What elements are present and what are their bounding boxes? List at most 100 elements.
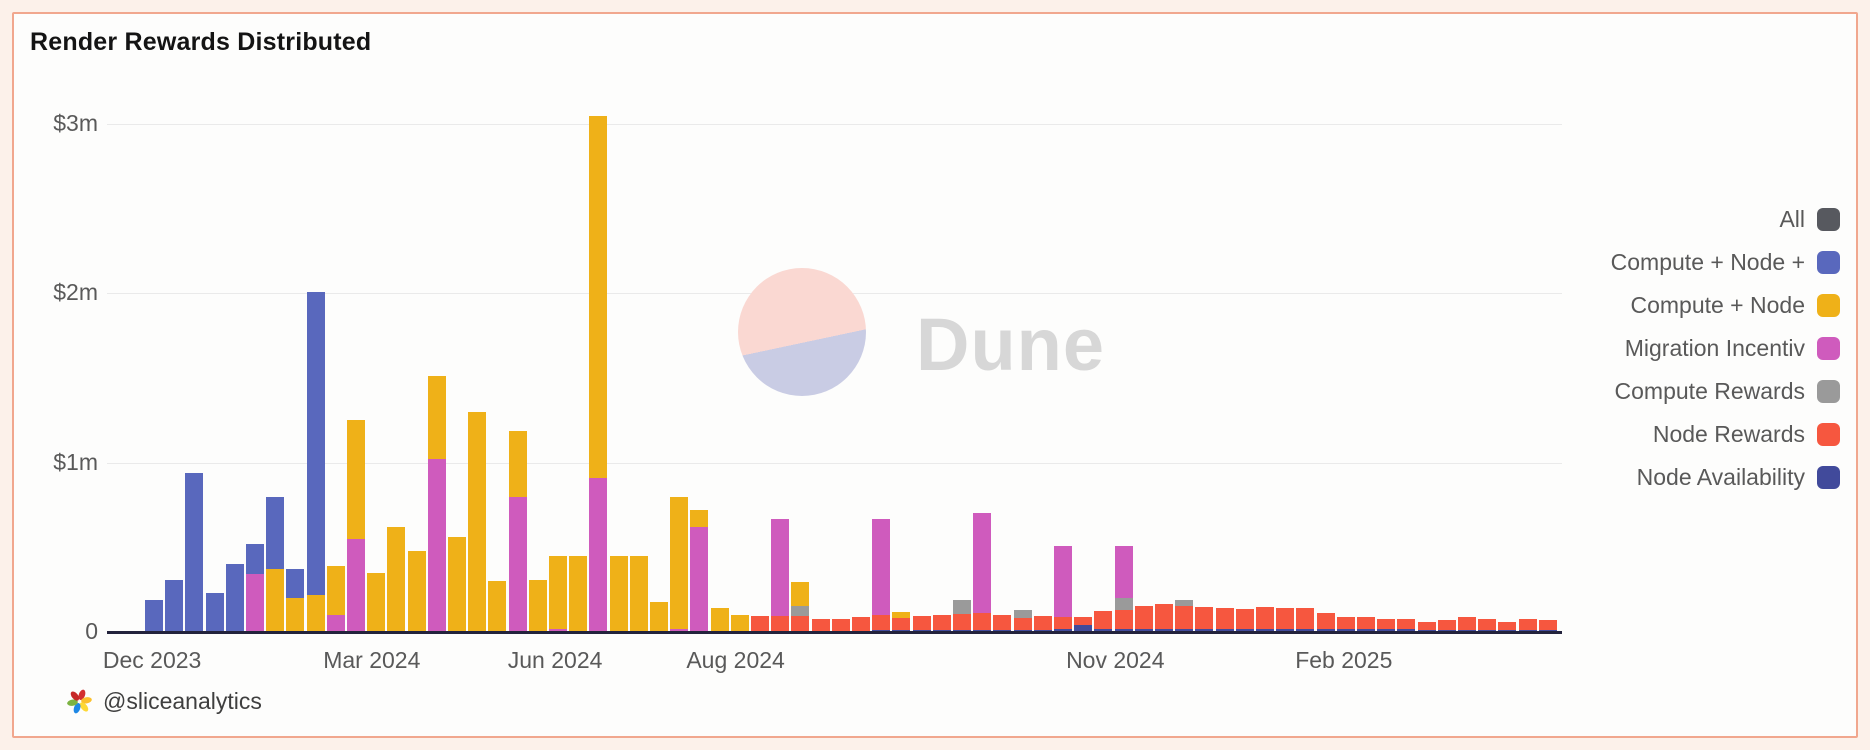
bar-segment-node_rewards: [791, 615, 810, 632]
bar-2024-09-29[interactable]: [1013, 610, 1032, 632]
bar-2024-12-08[interactable]: [1215, 608, 1234, 632]
bar-2024-09-08[interactable]: [953, 599, 971, 632]
legend-item-compute_node_plus[interactable]: Compute + Node +: [1611, 241, 1840, 284]
bar-2024-04-21[interactable]: [549, 555, 567, 632]
bar-2024-01-14[interactable]: [266, 496, 285, 632]
legend-item-compute_node[interactable]: Compute + Node: [1611, 284, 1840, 327]
bar-2024-09-01[interactable]: [932, 615, 951, 632]
bar-2024-05-26[interactable]: [650, 601, 668, 632]
bar-2024-11-10[interactable]: [1134, 605, 1153, 632]
bar-segment-node_rewards: [1033, 615, 1052, 631]
bar-2025-03-23[interactable]: [1518, 618, 1537, 632]
bar-2024-05-12[interactable]: [609, 555, 628, 632]
bar-2024-02-04[interactable]: [326, 566, 345, 632]
bar-2024-06-09[interactable]: [690, 510, 709, 632]
bar-2024-10-06[interactable]: [1033, 615, 1052, 632]
bar-2024-05-19[interactable]: [629, 555, 648, 632]
bar-2024-04-07[interactable]: [508, 430, 527, 632]
bar-2024-02-25[interactable]: [387, 527, 406, 632]
bar-2024-05-05[interactable]: [589, 115, 608, 632]
bar-segment-node_availability: [1336, 628, 1355, 632]
bar-segment-node_rewards: [1478, 618, 1497, 631]
bar-2024-04-14[interactable]: [528, 579, 547, 632]
bar-2024-07-28[interactable]: [831, 618, 850, 632]
bar-2024-11-17[interactable]: [1155, 604, 1173, 632]
bar-2025-02-02[interactable]: [1377, 618, 1396, 632]
bar-2023-12-31[interactable]: [225, 564, 244, 632]
bar-2025-03-09[interactable]: [1478, 618, 1497, 632]
bar-segment-node_availability: [1397, 628, 1416, 632]
legend-item-node_rewards[interactable]: Node Rewards: [1611, 413, 1840, 456]
bar-2024-03-10[interactable]: [427, 376, 446, 632]
bar-2024-06-30[interactable]: [751, 615, 769, 632]
bar-segment-node_availability: [1377, 628, 1396, 632]
legend-item-all[interactable]: All: [1611, 198, 1840, 241]
bar-segment-compute_node: [528, 579, 547, 632]
bar-segment-node_rewards: [1235, 609, 1254, 629]
bar-2024-06-16[interactable]: [710, 608, 729, 632]
bar-2024-12-15[interactable]: [1235, 609, 1254, 632]
bar-segment-node_rewards: [811, 618, 830, 632]
bar-2024-02-18[interactable]: [367, 572, 386, 632]
bar-2024-12-01[interactable]: [1195, 606, 1214, 632]
bar-2023-12-24[interactable]: [205, 593, 224, 632]
bar-2024-03-17[interactable]: [448, 537, 466, 632]
legend-item-compute_rewards[interactable]: Compute Rewards: [1611, 370, 1840, 413]
bar-segment-compute_node_plus: [306, 291, 325, 595]
bar-segment-migration_incentive: [427, 459, 446, 632]
bar-2025-01-26[interactable]: [1357, 616, 1375, 632]
x-tick-label: Jun 2024: [507, 647, 603, 673]
bar-segment-migration_incentive: [690, 527, 709, 632]
bar-2024-09-22[interactable]: [993, 615, 1012, 632]
bar-2024-11-03[interactable]: [1114, 545, 1133, 632]
bar-2024-08-04[interactable]: [852, 616, 870, 632]
bar-2024-03-31[interactable]: [488, 581, 507, 632]
bar-2025-01-12[interactable]: [1316, 613, 1335, 632]
bar-2025-01-19[interactable]: [1336, 616, 1355, 632]
bar-2024-06-02[interactable]: [670, 496, 689, 632]
bar-segment-compute_rewards: [791, 605, 810, 616]
bar-2024-08-11[interactable]: [872, 518, 891, 632]
bar-2024-02-11[interactable]: [347, 420, 365, 632]
bar-2025-03-02[interactable]: [1458, 616, 1476, 632]
legend: All Compute + Node + Compute + Node Migrati…: [1611, 198, 1840, 499]
bar-segment-compute_node: [468, 411, 487, 632]
bar-segment-compute_node: [286, 598, 305, 632]
bar-segment-node_availability: [1276, 628, 1295, 632]
bar-2024-03-03[interactable]: [407, 550, 426, 632]
bar-2024-10-27[interactable]: [1094, 610, 1113, 632]
bar-2024-08-25[interactable]: [912, 615, 931, 632]
legend-swatch: [1817, 337, 1840, 360]
bar-2023-12-10[interactable]: [165, 579, 184, 632]
bar-2024-07-21[interactable]: [811, 618, 830, 632]
legend-swatch: [1817, 466, 1840, 489]
bar-segment-node_availability: [1134, 628, 1153, 632]
bar-2023-12-17[interactable]: [185, 472, 204, 632]
bar-2024-08-18[interactable]: [892, 611, 911, 632]
bar-segment-compute_node: [549, 555, 567, 629]
bar-2024-10-20[interactable]: [1074, 616, 1093, 632]
bar-2025-02-09[interactable]: [1397, 618, 1416, 632]
legend-swatch: [1817, 294, 1840, 317]
bar-2024-01-21[interactable]: [286, 569, 305, 632]
bar-2024-03-24[interactable]: [468, 411, 487, 632]
bar-2024-07-14[interactable]: [791, 582, 810, 632]
bar-2024-06-23[interactable]: [730, 615, 749, 632]
bar-2024-01-28[interactable]: [306, 291, 325, 632]
legend-item-node_availability[interactable]: Node Availability: [1611, 456, 1840, 499]
bar-2024-01-07[interactable]: [246, 544, 264, 632]
bar-2024-04-28[interactable]: [569, 555, 588, 632]
bar-2024-12-29[interactable]: [1276, 608, 1295, 632]
bar-segment-compute_node: [367, 572, 386, 632]
x-tick-label: Mar 2024: [323, 647, 421, 673]
bar-2024-11-24[interactable]: [1175, 599, 1194, 632]
bar-2024-12-22[interactable]: [1256, 606, 1274, 632]
bar-2024-09-15[interactable]: [973, 512, 992, 632]
legend-label: Compute + Node: [1630, 292, 1805, 318]
bar-2024-10-13[interactable]: [1054, 545, 1072, 632]
legend-item-migration_incentive[interactable]: Migration Incentiv: [1611, 327, 1840, 370]
legend-label: Node Availability: [1636, 464, 1805, 490]
bar-2023-12-03[interactable]: [145, 599, 163, 632]
bar-2025-01-05[interactable]: [1296, 607, 1315, 632]
bar-2024-07-07[interactable]: [771, 519, 790, 632]
